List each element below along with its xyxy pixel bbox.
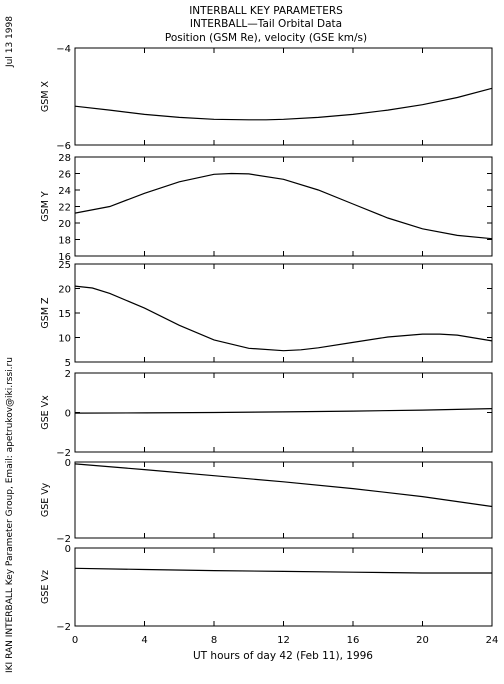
series-line	[74, 285, 493, 352]
side-date: Jul 13 1998	[5, 16, 15, 68]
panel-frame	[74, 263, 493, 363]
panel-gsm-y: 16 18 20 22 24 26 28 GSM Y	[40, 153, 493, 263]
y-tick-label: −4	[56, 44, 71, 55]
y-tick-label: −2	[56, 622, 71, 633]
panel-gsm-z: 5 10 15 20 25 GSM Z	[40, 260, 493, 369]
panel-gse-vy: 0 −2 GSE Vy	[40, 458, 493, 545]
x-axis: 0 4 8 12 16 20 24	[72, 635, 499, 646]
series-line	[74, 567, 492, 574]
x-tick-label: 0	[72, 635, 78, 646]
side-credit: IKI RAN INTERBALL Key Parameter Group, E…	[5, 357, 15, 673]
x-tick-label: 12	[277, 635, 290, 646]
panel-frame	[74, 547, 493, 627]
y-axis-label: GSM X	[40, 80, 51, 112]
series-line	[74, 87, 493, 121]
header-line-2: INTERBALL—Tail Orbital Data	[190, 18, 342, 30]
y-tick-label: 16	[58, 252, 71, 263]
y-tick-label: 20	[58, 219, 71, 230]
series-line	[74, 408, 493, 414]
x-tick-label: 24	[486, 635, 499, 646]
y-tick-label: 22	[58, 203, 71, 214]
panel-gsm-x: −4 −6 GSM X	[40, 44, 493, 152]
y-tick-label: 5	[65, 358, 71, 369]
y-axis-label: GSE Vz	[40, 570, 51, 604]
header-line-3: Position (GSM Re), velocity (GSE km/s)	[165, 32, 367, 44]
y-tick-label: 20	[58, 285, 71, 296]
y-axis-label: GSM Y	[40, 191, 51, 222]
x-tick-label: 16	[347, 635, 360, 646]
y-tick-label: 0	[65, 409, 71, 420]
y-axis-label: GSE Vx	[40, 395, 51, 430]
x-tick-label: 8	[211, 635, 217, 646]
y-tick-label: −2	[56, 534, 71, 545]
panel-frame	[74, 47, 493, 146]
y-tick-label: 25	[58, 260, 71, 271]
series-line	[74, 463, 493, 508]
y-tick-label: 0	[65, 458, 71, 469]
chart-header: INTERBALL KEY PARAMETERS INTERBALL—Tail …	[165, 5, 367, 44]
panel-gse-vx: 2 0 −2 GSE Vx	[40, 369, 493, 459]
panel-gse-vz: 0 −2 GSE Vz	[40, 544, 493, 633]
y-tick-label: 28	[58, 153, 71, 164]
y-axis-label: GSE Vy	[40, 482, 51, 517]
y-tick-label: 2	[65, 369, 71, 380]
panel-frame	[74, 461, 493, 539]
x-tick-label: 4	[141, 635, 147, 646]
y-tick-label: 10	[58, 334, 71, 345]
y-tick-label: 24	[58, 186, 71, 197]
panel-frame	[74, 156, 493, 257]
series-line	[74, 172, 493, 240]
y-tick-label: 0	[65, 544, 71, 555]
y-tick-label: 15	[58, 309, 71, 320]
x-tick-label: 20	[416, 635, 429, 646]
y-axis-label: GSM Z	[40, 297, 51, 329]
y-tick-label: 26	[58, 170, 71, 181]
y-tick-label: 18	[58, 236, 71, 247]
y-tick-label: −6	[56, 141, 71, 152]
header-line-1: INTERBALL KEY PARAMETERS	[189, 5, 343, 17]
y-tick-label: −2	[56, 448, 71, 459]
x-axis-label: UT hours of day 42 (Feb 11), 1996	[193, 650, 373, 662]
